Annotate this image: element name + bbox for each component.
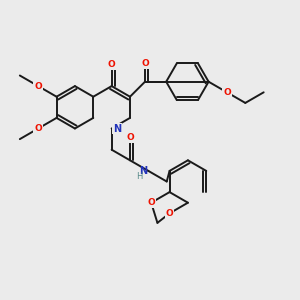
Text: O: O (108, 60, 116, 69)
Text: O: O (141, 59, 149, 68)
Text: O: O (34, 82, 42, 91)
Text: O: O (166, 209, 173, 218)
Text: O: O (126, 133, 134, 142)
Text: O: O (223, 88, 231, 97)
Text: N: N (139, 166, 147, 176)
Text: H: H (136, 172, 143, 181)
Text: N: N (113, 124, 121, 134)
Text: O: O (34, 124, 42, 133)
Text: O: O (147, 198, 155, 207)
